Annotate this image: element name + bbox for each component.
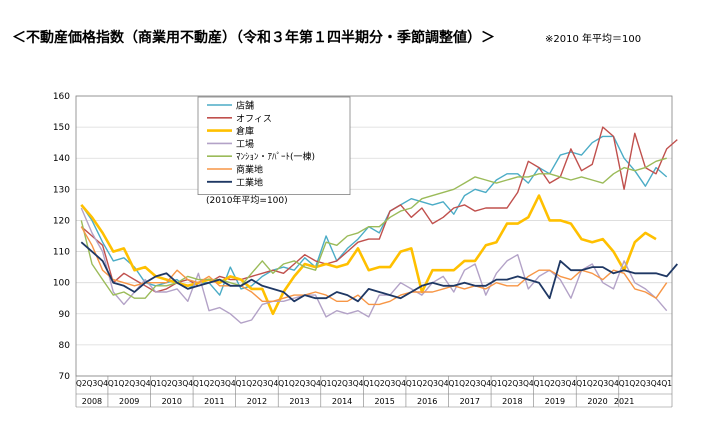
x-tick-label-quarter: Q4 [310,379,321,388]
y-tick-label: 110 [53,248,70,258]
x-tick-label-quarter: Q4 [182,379,193,388]
x-tick-label-quarter: Q2 [502,379,513,388]
x-tick-label-quarter: Q4 [523,379,534,388]
x-tick-label-quarter: Q1 [108,379,119,388]
x-tick-label-quarter: Q1 [576,379,587,388]
base-year-annotation: (2010年平均=100) [206,194,288,206]
x-tick-label-quarter: Q3 [597,379,608,388]
series-line [80,157,667,299]
x-tick-label-quarter: Q3 [555,379,566,388]
x-tick-label-quarter: Q4 [608,379,619,388]
x-tick-label-year: 2018 [502,397,522,406]
x-tick-label-quarter: Q2 [246,379,257,388]
x-tick-label-quarter: Q4 [97,379,108,388]
x-tick-label-quarter: Q1 [534,379,545,388]
x-tick-label-year: 2017 [460,397,480,406]
x-tick-label-year: 2009 [119,397,139,406]
y-tick-label: 100 [53,279,70,289]
x-tick-label-quarter: Q2 [587,379,598,388]
legend-label: ﾏﾝｼｮﾝ・ｱﾊﾟｰﾄ(一棟) [236,151,315,163]
x-tick-label-quarter: Q1 [278,379,289,388]
x-tick-label-quarter: Q4 [225,379,236,388]
x-tick-label-year: 2019 [545,397,565,406]
legend-label: 店舗 [236,100,254,112]
x-tick-label-quarter: Q4 [438,379,449,388]
x-tick-label-year: 2020 [587,397,607,406]
x-tick-label-quarter: Q2 [289,379,300,388]
legend-label: 工場 [236,138,254,150]
x-tick-label-quarter: Q3 [257,379,268,388]
x-tick-label-quarter: Q3 [470,379,481,388]
x-tick-label-year: 2008 [82,397,102,406]
y-tick-label: 70 [59,372,71,382]
x-tick-label-quarter: Q1 [321,379,332,388]
legend-label: オフィス [236,113,272,124]
x-tick-label-quarter: Q1 [363,379,374,388]
x-tick-label-year: 2021 [614,397,634,406]
x-tick-label-quarter: Q2 [331,379,342,388]
x-tick-label-quarter: Q2 [417,379,428,388]
y-tick-label: 80 [59,341,71,351]
x-tick-label-quarter: Q2 [459,379,470,388]
x-tick-label-year: 2013 [289,397,309,406]
y-tick-label: 150 [53,123,70,133]
x-tick-label-quarter: Q3 [640,379,651,388]
x-tick-label-quarter: Q4 [140,379,151,388]
x-tick-label-quarter: Q1 [619,379,630,388]
x-tick-label-quarter: Q2 [161,379,172,388]
x-tick-label-quarter: Q3 [87,379,98,388]
legend-label: 倉庫 [236,125,254,137]
x-tick-label-quarter: Q2 [76,379,87,388]
x-tick-label-quarter: Q1 [448,379,459,388]
legend-label: 工業地 [236,176,263,188]
x-tick-label-quarter: Q2 [629,379,640,388]
x-tick-label-quarter: Q2 [119,379,130,388]
page-title: ＜不動産価格指数（商業用不動産）（令和３年第１四半期分・季節調整値）＞ [12,30,495,46]
x-tick-label-year: 2010 [162,397,182,406]
x-tick-label-year: 2016 [417,397,437,406]
x-tick-label-quarter: Q1 [406,379,417,388]
x-tick-label-quarter: Q3 [385,379,396,388]
x-tick-label-year: 2014 [332,397,352,406]
x-tick-label-quarter: Q4 [651,379,662,388]
x-tick-label-quarter: Q3 [172,379,183,388]
y-tick-label: 120 [53,216,70,226]
x-tick-label-quarter: Q3 [342,379,353,388]
legend-box [197,96,351,195]
series-line [80,207,668,324]
x-tick-label-quarter: Q2 [374,379,385,388]
x-tick-label-quarter: Q1 [150,379,161,388]
series-line [80,135,668,296]
x-tick-label-quarter: Q4 [353,379,364,388]
base-year-note: ※2010 年平均＝100 [545,34,642,45]
x-tick-label-quarter: Q3 [512,379,523,388]
series-line [80,126,678,293]
series-line [80,226,668,306]
y-tick-label: 160 [53,92,70,102]
x-tick-label-year: 2012 [247,397,267,406]
legend-label: 商業地 [236,164,263,176]
series-line [80,241,678,303]
y-tick-label: 90 [59,310,71,320]
x-tick-label-year: 2015 [374,397,394,406]
x-tick-label-quarter: Q4 [566,379,577,388]
y-tick-label: 130 [53,185,70,195]
y-tick-label: 140 [53,154,70,164]
plot-frame [75,95,673,377]
x-tick-label-quarter: Q3 [214,379,225,388]
x-tick-label-quarter: Q3 [299,379,310,388]
x-tick-label-quarter: Q1 [661,379,672,388]
x-tick-label-quarter: Q4 [395,379,406,388]
x-tick-label-quarter: Q1 [236,379,247,388]
x-tick-label-quarter: Q3 [129,379,140,388]
x-tick-label-quarter: Q1 [491,379,502,388]
x-tick-label-quarter: Q2 [204,379,215,388]
x-tick-label-year: 2011 [204,397,224,406]
x-tick-label-quarter: Q4 [480,379,491,388]
x-tick-label-quarter: Q2 [544,379,555,388]
x-tick-label-quarter: Q3 [427,379,438,388]
x-tick-label-quarter: Q1 [193,379,204,388]
x-tick-label-quarter: Q4 [268,379,279,388]
